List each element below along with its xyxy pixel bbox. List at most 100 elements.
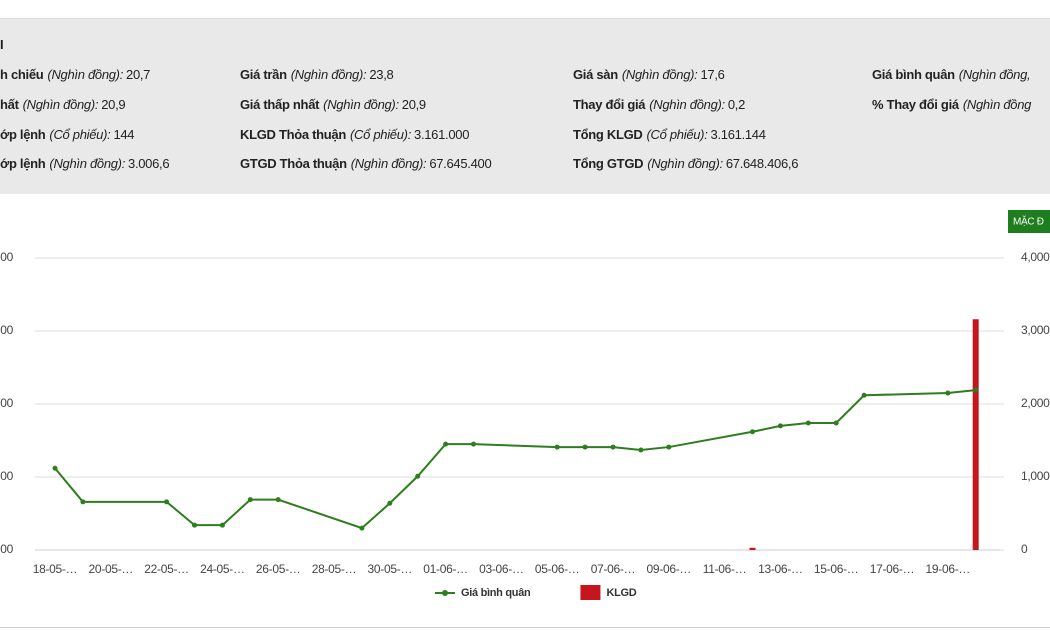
y-tick-label: 00 xyxy=(0,469,13,483)
info-row: % Thay đổi giá (Nghìn đồng xyxy=(872,97,1031,112)
button-label[interactable]: MẶC Đ xyxy=(1013,215,1044,228)
y-tick-label: 00 xyxy=(0,396,13,410)
info-unit: (Nghìn đồng, xyxy=(958,67,1031,82)
info-unit: (Nghìn đồng): xyxy=(350,156,427,171)
x-tick-label: 17-06-… xyxy=(870,562,915,576)
x-tick-label: 22-05-… xyxy=(144,562,189,576)
info-row: Giá sàn (Nghìn đồng): 17,6 xyxy=(573,67,725,82)
info-row: Tổng KLGD (Cổ phiếu): 3.161.144 xyxy=(573,127,766,142)
info-unit: (Nghìn đồng): xyxy=(647,156,723,171)
info-label: Tổng GTGD xyxy=(573,156,644,171)
info-value: 67.645.400 xyxy=(429,156,492,171)
x-tick-label: 13-06-… xyxy=(758,562,803,576)
info-panel: I h chiếu (Nghìn đồng): 20,7 hất (Nghìn đồng… xyxy=(0,18,1050,194)
line-point xyxy=(359,525,365,531)
info-label: Giá trần xyxy=(240,67,287,82)
line-point xyxy=(638,447,644,453)
legend-swatch xyxy=(580,585,601,600)
bar xyxy=(972,319,979,550)
line-point xyxy=(666,444,672,450)
button[interactable]: MẶC Đ xyxy=(1008,210,1050,233)
panel-heading: I xyxy=(0,37,4,52)
x-tick-label: 18-05-… xyxy=(33,562,78,576)
x-tick-label: 09-06-… xyxy=(647,562,692,576)
line-point xyxy=(861,392,867,398)
info-value: 67.648.406,6 xyxy=(725,156,799,171)
info-label: Giá bình quân xyxy=(872,67,955,82)
info-value: 3.006,6 xyxy=(128,156,170,171)
info-unit: (Nghìn đồng): xyxy=(22,97,99,112)
line-point xyxy=(247,497,253,503)
info-unit: (Nghìn đồng): xyxy=(323,97,399,112)
x-tick-label: 19-06-… xyxy=(926,562,971,576)
line-point xyxy=(443,441,449,447)
info-row: h chiếu (Nghìn đồng): 20,7 xyxy=(0,67,150,82)
y2-tick-label: 3,000 xyxy=(1021,323,1050,337)
line-point xyxy=(554,444,560,450)
x-tick-label: 03-06-… xyxy=(479,562,524,576)
info-value: 144 xyxy=(113,127,135,142)
info-row: ớp lệnh (Nghìn đồng): 3.006,6 xyxy=(0,156,170,171)
line-point xyxy=(610,444,616,450)
y-tick-label: 00 xyxy=(0,542,13,556)
line-point xyxy=(777,423,783,429)
line-point xyxy=(219,522,225,528)
info-unit: (Cổ phiếu): xyxy=(49,127,111,142)
info-value: 3.161.000 xyxy=(414,127,470,142)
x-tick-label: 05-06-… xyxy=(535,562,580,576)
info-label: Thay đổi giá xyxy=(573,97,646,112)
info-row: Giá bình quân (Nghìn đồng, xyxy=(872,67,1031,82)
legend-label: KLGD xyxy=(606,587,636,599)
info-row: Giá thấp nhất (Nghìn đồng): 20,9 xyxy=(240,97,426,112)
info-label: Giá thấp nhất xyxy=(240,97,320,112)
x-tick-label: 30-05-… xyxy=(368,562,413,576)
info-row: Tổng GTGD (Nghìn đồng): 67.648.406,6 xyxy=(573,156,798,171)
info-unit: (Nghìn đồng): xyxy=(47,67,124,82)
line-point xyxy=(945,390,951,396)
x-tick-label: 28-05-… xyxy=(312,562,357,576)
info-value: 20,7 xyxy=(126,67,151,82)
line-point xyxy=(164,499,170,505)
info-value: 3.161.144 xyxy=(710,127,766,142)
border xyxy=(0,627,1050,628)
x-tick-label: 11-06-… xyxy=(703,562,747,576)
info-value: 20,9 xyxy=(101,97,126,112)
line-point xyxy=(80,499,86,505)
info-unit: (Nghìn đồng): xyxy=(649,97,725,112)
info-unit: (Nghìn đồng): xyxy=(49,156,126,171)
info-label: % Thay đổi giá xyxy=(872,97,959,112)
y2-tick-label: 1,000 xyxy=(1021,469,1050,483)
info-label: Giá sàn xyxy=(573,67,618,82)
y2-tick-label: 4,000 xyxy=(1021,250,1050,264)
info-label: h chiếu xyxy=(0,67,44,82)
x-tick-label: 20-05-… xyxy=(89,562,134,576)
info-value: 23,8 xyxy=(369,67,394,82)
line-point xyxy=(471,441,476,447)
line-point xyxy=(973,387,979,393)
y2-tick-label: 0 xyxy=(1021,542,1028,556)
info-label: GTGD Thỏa thuận xyxy=(240,156,347,171)
info-value: 0,2 xyxy=(727,97,746,112)
line-point xyxy=(833,420,839,426)
info-unit: (Nghìn đồng xyxy=(962,97,1032,112)
info-row: KLGD Thỏa thuận (Cổ phiếu): 3.161.000 xyxy=(240,127,469,142)
line-point xyxy=(275,497,281,503)
info-unit: (Nghìn đồng): xyxy=(621,67,698,82)
info-label: Tổng KLGD xyxy=(573,127,643,142)
info-label: ớp lệnh xyxy=(0,156,46,171)
legend-label: Giá bình quân xyxy=(461,587,531,599)
line-point xyxy=(415,473,421,479)
x-tick-label: 15-06-… xyxy=(814,562,859,576)
line xyxy=(54,389,976,530)
button-bg[interactable] xyxy=(1008,210,1050,233)
line-point xyxy=(805,420,811,426)
info-label: hất xyxy=(0,97,19,112)
y2-tick-label: 2,000 xyxy=(1021,396,1050,410)
x-tick-label: 24-05-… xyxy=(200,562,245,576)
info-row: Giá trần (Nghìn đồng): 23,8 xyxy=(240,67,394,82)
legend-swatch xyxy=(442,590,448,596)
line-point xyxy=(582,444,588,450)
info-value: 17,6 xyxy=(700,67,725,82)
